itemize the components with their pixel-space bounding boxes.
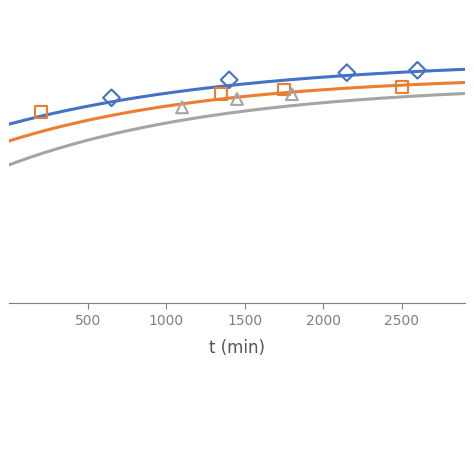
Point: [225, 76, 233, 83]
Point: [288, 91, 296, 98]
Point: [398, 83, 406, 91]
Point: [343, 69, 351, 76]
Point: [108, 94, 115, 101]
Point: [37, 109, 45, 116]
Point: [178, 103, 186, 111]
Point: [233, 95, 241, 103]
X-axis label: t (min): t (min): [209, 339, 265, 357]
Point: [414, 66, 421, 74]
Point: [218, 91, 225, 98]
Point: [280, 86, 288, 93]
